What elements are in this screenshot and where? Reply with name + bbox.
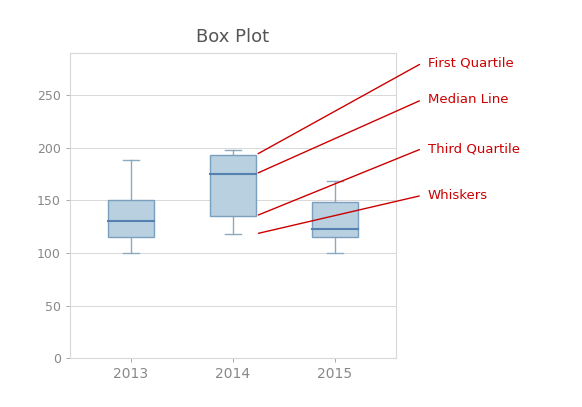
Text: Third Quartile: Third Quartile xyxy=(428,142,520,155)
Text: Median Line: Median Line xyxy=(428,93,508,106)
Bar xyxy=(108,200,154,237)
Text: First Quartile: First Quartile xyxy=(428,57,513,70)
Bar xyxy=(210,155,255,216)
Bar xyxy=(312,202,357,237)
Text: Whiskers: Whiskers xyxy=(428,189,488,202)
Title: Box Plot: Box Plot xyxy=(196,28,269,46)
